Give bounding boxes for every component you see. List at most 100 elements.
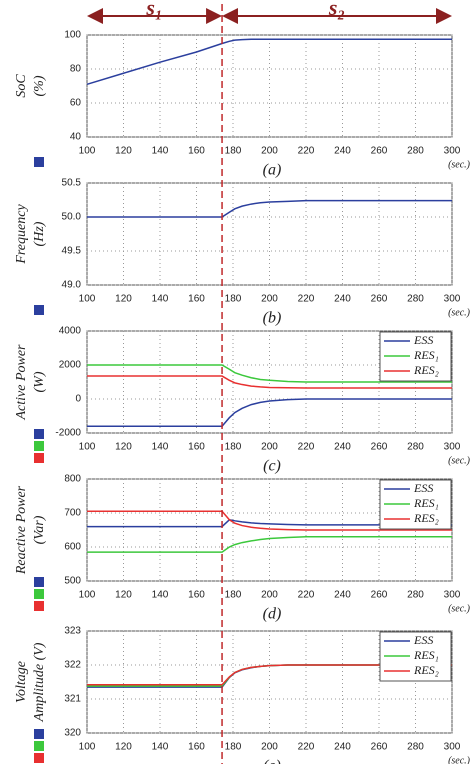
y-tick-label: 600 bbox=[64, 542, 81, 553]
series-line bbox=[86, 38, 452, 86]
x-tick-label: 140 bbox=[152, 742, 169, 753]
x-tick-label: 140 bbox=[152, 590, 169, 601]
plot-area bbox=[86, 34, 453, 138]
series-line bbox=[87, 664, 452, 686]
x-tick-label: 260 bbox=[371, 146, 388, 157]
x-tick-label: 160 bbox=[188, 742, 205, 753]
series-swatch bbox=[34, 741, 44, 751]
x-tick-label: 300 bbox=[444, 294, 461, 305]
series-line bbox=[87, 364, 452, 383]
y-axis-title: Active Power bbox=[14, 344, 29, 421]
series-line bbox=[87, 375, 452, 389]
x-tick-label: 220 bbox=[298, 742, 315, 753]
y-tick-label: 80 bbox=[70, 64, 82, 75]
legend-label: ESS bbox=[413, 333, 433, 347]
y-tick-label: 321 bbox=[64, 694, 81, 705]
x-tick-label: 200 bbox=[261, 146, 278, 157]
phase-label: s₂ bbox=[328, 0, 345, 20]
legend-label: RES₁ bbox=[413, 648, 439, 662]
series-line bbox=[87, 536, 452, 553]
caption: (d) bbox=[263, 606, 282, 623]
y-axis-title: Amplitude (V) bbox=[32, 642, 47, 722]
x-tick-label: 280 bbox=[407, 590, 424, 601]
x-tick-label: 200 bbox=[261, 294, 278, 305]
x-tick-label: 140 bbox=[152, 146, 169, 157]
x-tick-label: 100 bbox=[79, 294, 96, 305]
x-tick-label: 240 bbox=[334, 590, 351, 601]
x-tick-label: 260 bbox=[371, 294, 388, 305]
x-tick-label: 300 bbox=[444, 442, 461, 453]
x-unit: (sec.) bbox=[448, 603, 471, 614]
x-tick-label: 160 bbox=[188, 146, 205, 157]
y-axis-title: Reactive Power bbox=[14, 485, 29, 575]
y-tick-label: 700 bbox=[64, 508, 81, 519]
x-tick-label: 280 bbox=[407, 294, 424, 305]
x-tick-label: 200 bbox=[261, 590, 278, 601]
y-tick-label: 4000 bbox=[59, 326, 82, 337]
x-tick-label: 220 bbox=[298, 442, 315, 453]
x-tick-label: 200 bbox=[261, 442, 278, 453]
x-unit: (sec.) bbox=[448, 455, 471, 466]
y-axis-title: SoC bbox=[14, 74, 29, 98]
caption: (e) bbox=[263, 758, 281, 764]
x-tick-label: 160 bbox=[188, 590, 205, 601]
y-axis-title: (Hz) bbox=[32, 221, 47, 246]
x-tick-label: 280 bbox=[407, 742, 424, 753]
x-tick-label: 260 bbox=[371, 742, 388, 753]
y-axis-title: (%) bbox=[32, 75, 47, 96]
caption: (c) bbox=[263, 458, 281, 475]
x-unit: (sec.) bbox=[448, 755, 471, 764]
phase-label: s₁ bbox=[145, 0, 162, 20]
x-tick-label: 300 bbox=[444, 590, 461, 601]
y-axis-title: (W) bbox=[32, 371, 47, 392]
series-swatch bbox=[34, 589, 44, 599]
x-tick-label: 240 bbox=[334, 442, 351, 453]
x-tick-label: 300 bbox=[444, 742, 461, 753]
x-tick-label: 100 bbox=[79, 146, 96, 157]
x-tick-label: 240 bbox=[334, 294, 351, 305]
x-tick-label: 180 bbox=[225, 146, 242, 157]
caption: (a) bbox=[263, 162, 282, 179]
x-tick-label: 120 bbox=[115, 442, 132, 453]
x-tick-label: 200 bbox=[261, 742, 278, 753]
series-swatch bbox=[34, 305, 44, 315]
y-tick-label: 2000 bbox=[59, 360, 82, 371]
plot-area bbox=[86, 182, 453, 286]
y-tick-label: 500 bbox=[64, 576, 81, 587]
legend-label: RES₁ bbox=[413, 348, 439, 362]
series-swatch bbox=[34, 441, 44, 451]
y-tick-label: 320 bbox=[64, 728, 81, 739]
legend-label: RES₂ bbox=[413, 511, 439, 525]
x-unit: (sec.) bbox=[448, 307, 471, 318]
x-tick-label: 120 bbox=[115, 294, 132, 305]
series-line bbox=[87, 199, 452, 218]
series-swatch bbox=[34, 729, 44, 739]
x-tick-label: 180 bbox=[225, 294, 242, 305]
legend-label: RES₂ bbox=[413, 663, 439, 677]
x-tick-label: 100 bbox=[79, 442, 96, 453]
x-tick-label: 120 bbox=[115, 590, 132, 601]
x-unit: (sec.) bbox=[448, 159, 471, 170]
series-swatch bbox=[34, 453, 44, 463]
x-tick-label: 260 bbox=[371, 442, 388, 453]
y-axis-title: Frequency bbox=[14, 204, 29, 265]
series-line bbox=[87, 398, 452, 427]
x-tick-label: 120 bbox=[115, 742, 132, 753]
x-tick-label: 280 bbox=[407, 442, 424, 453]
x-tick-label: 100 bbox=[79, 590, 96, 601]
y-tick-label: 50.5 bbox=[62, 178, 82, 189]
y-tick-label: -2000 bbox=[55, 428, 81, 439]
series-line bbox=[87, 518, 452, 528]
y-tick-label: 49.5 bbox=[62, 246, 82, 257]
x-tick-label: 100 bbox=[79, 742, 96, 753]
y-tick-label: 100 bbox=[64, 30, 81, 41]
y-tick-label: 322 bbox=[64, 660, 81, 671]
series-swatch bbox=[34, 157, 44, 167]
x-tick-label: 120 bbox=[115, 146, 132, 157]
x-tick-label: 240 bbox=[334, 146, 351, 157]
x-tick-label: 180 bbox=[225, 742, 242, 753]
series-swatch bbox=[34, 753, 44, 763]
x-tick-label: 220 bbox=[298, 294, 315, 305]
legend-label: RES₁ bbox=[413, 496, 439, 510]
